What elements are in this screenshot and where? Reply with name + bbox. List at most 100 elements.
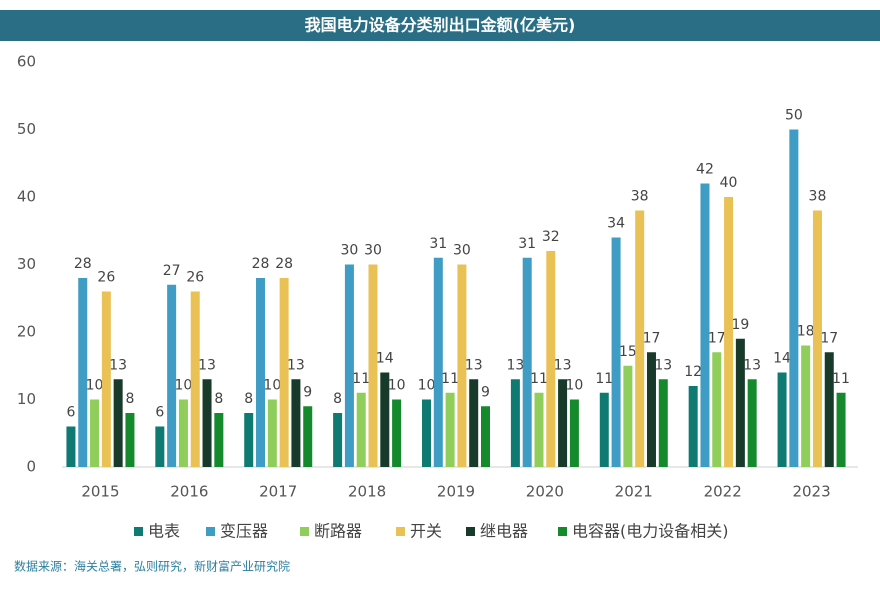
data-label: 10: [175, 378, 193, 394]
data-label: 28: [275, 256, 293, 272]
data-label: 10: [565, 378, 583, 394]
bar: [569, 399, 579, 467]
legend-label: 开关: [410, 522, 442, 541]
bar: [457, 264, 467, 467]
bar: [789, 129, 799, 467]
bar: [244, 413, 254, 467]
bar: [178, 399, 188, 467]
data-label: 14: [773, 351, 791, 367]
bar: [333, 413, 343, 467]
data-label: 31: [429, 236, 447, 252]
x-tick-label: 2015: [81, 483, 119, 501]
bar: [658, 379, 668, 467]
data-label: 19: [731, 317, 749, 333]
bar: [777, 372, 787, 467]
legend-label: 电容器(电力设备相关): [572, 522, 729, 541]
data-label: 15: [619, 344, 637, 360]
source-note: 数据来源：海关总署，弘则研究，新财富产业研究院: [14, 559, 290, 574]
data-label: 13: [506, 357, 524, 373]
legend-swatch: [396, 527, 405, 536]
data-label: 8: [244, 391, 253, 407]
data-label: 14: [376, 351, 394, 367]
bar: [344, 264, 354, 467]
bar: [267, 399, 277, 467]
legend-swatch: [134, 527, 143, 536]
x-tick-label: 2022: [704, 483, 742, 501]
legend-label: 变压器: [220, 522, 268, 541]
data-label: 8: [125, 391, 134, 407]
title-bar: [0, 10, 880, 41]
bar: [66, 426, 76, 467]
data-label: 17: [820, 330, 838, 346]
chart-title: 我国电力设备分类别出口金额(亿美元): [305, 16, 576, 35]
data-label: 6: [155, 405, 164, 421]
data-label: 10: [418, 378, 436, 394]
bar: [646, 352, 656, 467]
x-tick-label: 2016: [170, 483, 208, 501]
data-label: 26: [97, 270, 115, 286]
data-label: 26: [186, 270, 204, 286]
data-label: 17: [643, 330, 661, 346]
y-tick-label: 40: [17, 188, 36, 206]
bar: [735, 338, 745, 467]
data-label: 11: [352, 371, 370, 387]
data-label: 11: [441, 371, 459, 387]
bar: [558, 379, 568, 467]
data-label: 30: [364, 243, 382, 259]
bar: [356, 392, 366, 467]
data-label: 13: [654, 357, 672, 373]
bar: [445, 392, 455, 467]
legend-swatch: [206, 527, 215, 536]
bar: [368, 264, 378, 467]
bar: [611, 237, 621, 467]
data-label: 27: [163, 263, 181, 279]
data-label: 13: [287, 357, 305, 373]
data-label: 9: [303, 384, 312, 400]
data-label: 11: [832, 371, 850, 387]
x-tick-label: 2018: [348, 483, 386, 501]
bar: [801, 345, 811, 467]
data-label: 50: [785, 108, 803, 124]
data-label: 11: [530, 371, 548, 387]
bar: [599, 392, 609, 467]
data-label: 34: [607, 216, 625, 232]
legend-label: 断路器: [314, 522, 362, 541]
bar: [812, 210, 822, 467]
bar: [724, 197, 734, 467]
x-tick-label: 2023: [792, 483, 830, 501]
data-label: 42: [696, 162, 714, 178]
data-label: 38: [631, 189, 649, 205]
data-label: 13: [554, 357, 572, 373]
data-label: 30: [340, 243, 358, 259]
y-tick-label: 0: [26, 458, 36, 476]
bar: [392, 399, 402, 467]
data-label: 40: [720, 175, 738, 191]
bar: [836, 392, 846, 467]
data-label: 10: [388, 378, 406, 394]
data-label: 31: [518, 236, 536, 252]
bar: [214, 413, 224, 467]
bar: [510, 379, 520, 467]
x-tick-label: 2019: [437, 483, 475, 501]
data-label: 8: [333, 391, 342, 407]
bar: [747, 379, 757, 467]
bar: [700, 183, 710, 467]
data-label: 13: [743, 357, 761, 373]
x-tick-label: 2020: [526, 483, 564, 501]
bar: [635, 210, 645, 467]
bar: [380, 372, 390, 467]
bar: [623, 365, 633, 467]
y-tick-label: 60: [17, 53, 36, 71]
legend-label: 电表: [148, 522, 180, 541]
y-tick-label: 30: [17, 255, 36, 273]
bar: [534, 392, 544, 467]
x-tick-label: 2021: [615, 483, 653, 501]
data-label: 30: [453, 243, 471, 259]
bar: [688, 386, 698, 467]
bar: [190, 291, 200, 467]
y-tick-label: 50: [17, 120, 36, 138]
bar: [546, 251, 556, 467]
bar: [202, 379, 212, 467]
bar: [101, 291, 111, 467]
